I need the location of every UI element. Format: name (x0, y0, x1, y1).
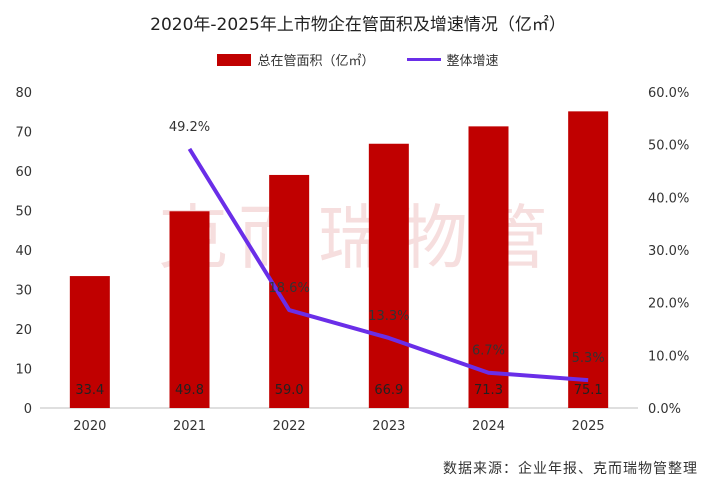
y-left-tick-label: 20 (15, 323, 32, 338)
y-right-tick-label: 20.0% (648, 297, 689, 312)
legend-item-bar: 总在管面积（亿㎡） (217, 50, 375, 69)
legend-bar-label: 总在管面积（亿㎡） (257, 54, 375, 69)
chart-axes: 0 10 20 30 40 50 60 70 80 0.0% 10.0% 20.0% 30.0% 40.0… (15, 86, 689, 434)
x-tick-label: 2023 (372, 419, 405, 434)
chart-legend: 总在管面积（亿㎡） 整体增速 (0, 50, 716, 69)
bar-value-label: 33.4 (75, 383, 104, 398)
y-left-tick-label: 40 (15, 244, 32, 259)
y-right-tick-label: 50.0% (648, 139, 689, 154)
data-labels: 33.4 49.8 59.0 66.9 71.3 75.1 49.2% 18.6% 13.3% 6… (75, 120, 604, 398)
line-series (187, 147, 589, 383)
bar-value-label: 71.3 (474, 383, 503, 398)
x-tick-label: 2024 (472, 419, 505, 434)
bar (368, 143, 409, 408)
y-left-tick-label: 60 (15, 165, 32, 180)
bar (568, 111, 609, 408)
line-value-label: 6.7% (472, 344, 505, 359)
x-tick-label: 2020 (73, 419, 106, 434)
line-value-label: 18.6% (269, 281, 310, 296)
chart-title: 2020年-2025年上市物企在管面积及增速情况（亿㎡） (150, 15, 566, 35)
bar-value-label: 49.8 (175, 383, 204, 398)
legend-line-swatch (406, 58, 441, 61)
bar-value-label: 75.1 (574, 383, 603, 398)
y-left-tick-label: 80 (15, 86, 32, 101)
line-value-label: 49.2% (169, 120, 210, 135)
line-value-label: 5.3% (572, 351, 605, 366)
x-tick-label: 2025 (572, 419, 605, 434)
y-left-tick-label: 70 (15, 126, 32, 141)
bar-value-label: 59.0 (275, 383, 304, 398)
y-right-tick-label: 0.0% (648, 402, 681, 417)
y-left-tick-label: 30 (15, 284, 32, 299)
bar (468, 126, 509, 409)
x-tick-label: 2022 (273, 419, 306, 434)
y-right-tick-label: 40.0% (648, 191, 689, 206)
bar (169, 211, 210, 408)
growth-line (187, 147, 589, 383)
y-left-tick-label: 0 (24, 402, 32, 417)
y-right-tick-label: 60.0% (648, 86, 689, 101)
bar-value-label: 66.9 (374, 383, 403, 398)
legend-bar-swatch (217, 53, 252, 66)
x-tick-label: 2021 (173, 419, 206, 434)
y-left-tick-label: 10 (15, 363, 32, 378)
y-right-tick-label: 10.0% (648, 349, 689, 364)
y-left-tick-label: 50 (15, 205, 32, 220)
source-note: 数据来源：企业年报、克而瑞物管整理 (443, 461, 698, 477)
legend-item-line: 整体增速 (406, 50, 499, 69)
line-value-label: 13.3% (368, 309, 409, 324)
bar (69, 276, 110, 408)
legend-line-label: 整体增速 (446, 54, 499, 69)
bar-series (69, 111, 609, 409)
y-right-tick-label: 30.0% (648, 244, 689, 259)
